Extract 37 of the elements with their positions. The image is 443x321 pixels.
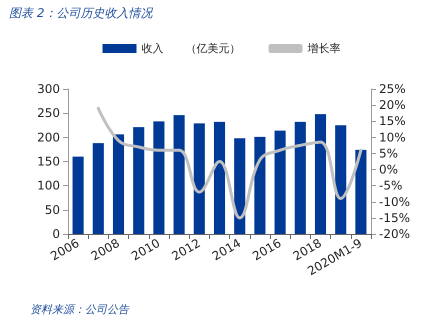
y2-tick-label: 0% [379, 162, 398, 177]
legend-label: 增长率 [306, 42, 340, 55]
bar [112, 134, 124, 234]
bar [294, 122, 306, 234]
bar [214, 122, 226, 234]
bar [254, 136, 266, 234]
line-series [96, 106, 362, 220]
y2-tick-label: -15% [379, 210, 410, 225]
bar [355, 150, 366, 234]
y-tick-label: 50 [44, 202, 60, 217]
y-tick-label: 150 [37, 154, 60, 168]
y-tick-label: 100 [37, 178, 60, 193]
bar [153, 121, 164, 234]
legend-label: 收入 （亿美元） [142, 42, 240, 55]
bar [92, 143, 104, 234]
bar [234, 138, 246, 234]
bar [335, 125, 346, 234]
chart-title: 图表 2：公司历史收入情况 [9, 6, 154, 20]
text: 资料来源：公司公告 [30, 303, 130, 316]
y2-tick-label: 15% [379, 114, 406, 128]
y-tick-label: 250 [37, 106, 60, 120]
bar [314, 114, 326, 234]
y-tick-label: 0 [52, 227, 60, 241]
y2-tick-label: 10% [379, 130, 406, 144]
y-tick-label: 200 [37, 130, 60, 144]
y2-tick-label: 20% [379, 98, 406, 112]
y2-tick-label: -20% [379, 227, 410, 241]
y-tick-label: 300 [37, 82, 60, 96]
y2-tick-label: 25% [379, 82, 406, 96]
bar [194, 123, 205, 234]
bar [133, 127, 144, 234]
y2-tick-label: -5% [379, 178, 402, 193]
y2-tick-label: 5% [379, 146, 398, 160]
bar [174, 115, 185, 234]
bar [72, 156, 84, 234]
y2-tick-label: -10% [379, 194, 410, 209]
bar [274, 130, 286, 234]
